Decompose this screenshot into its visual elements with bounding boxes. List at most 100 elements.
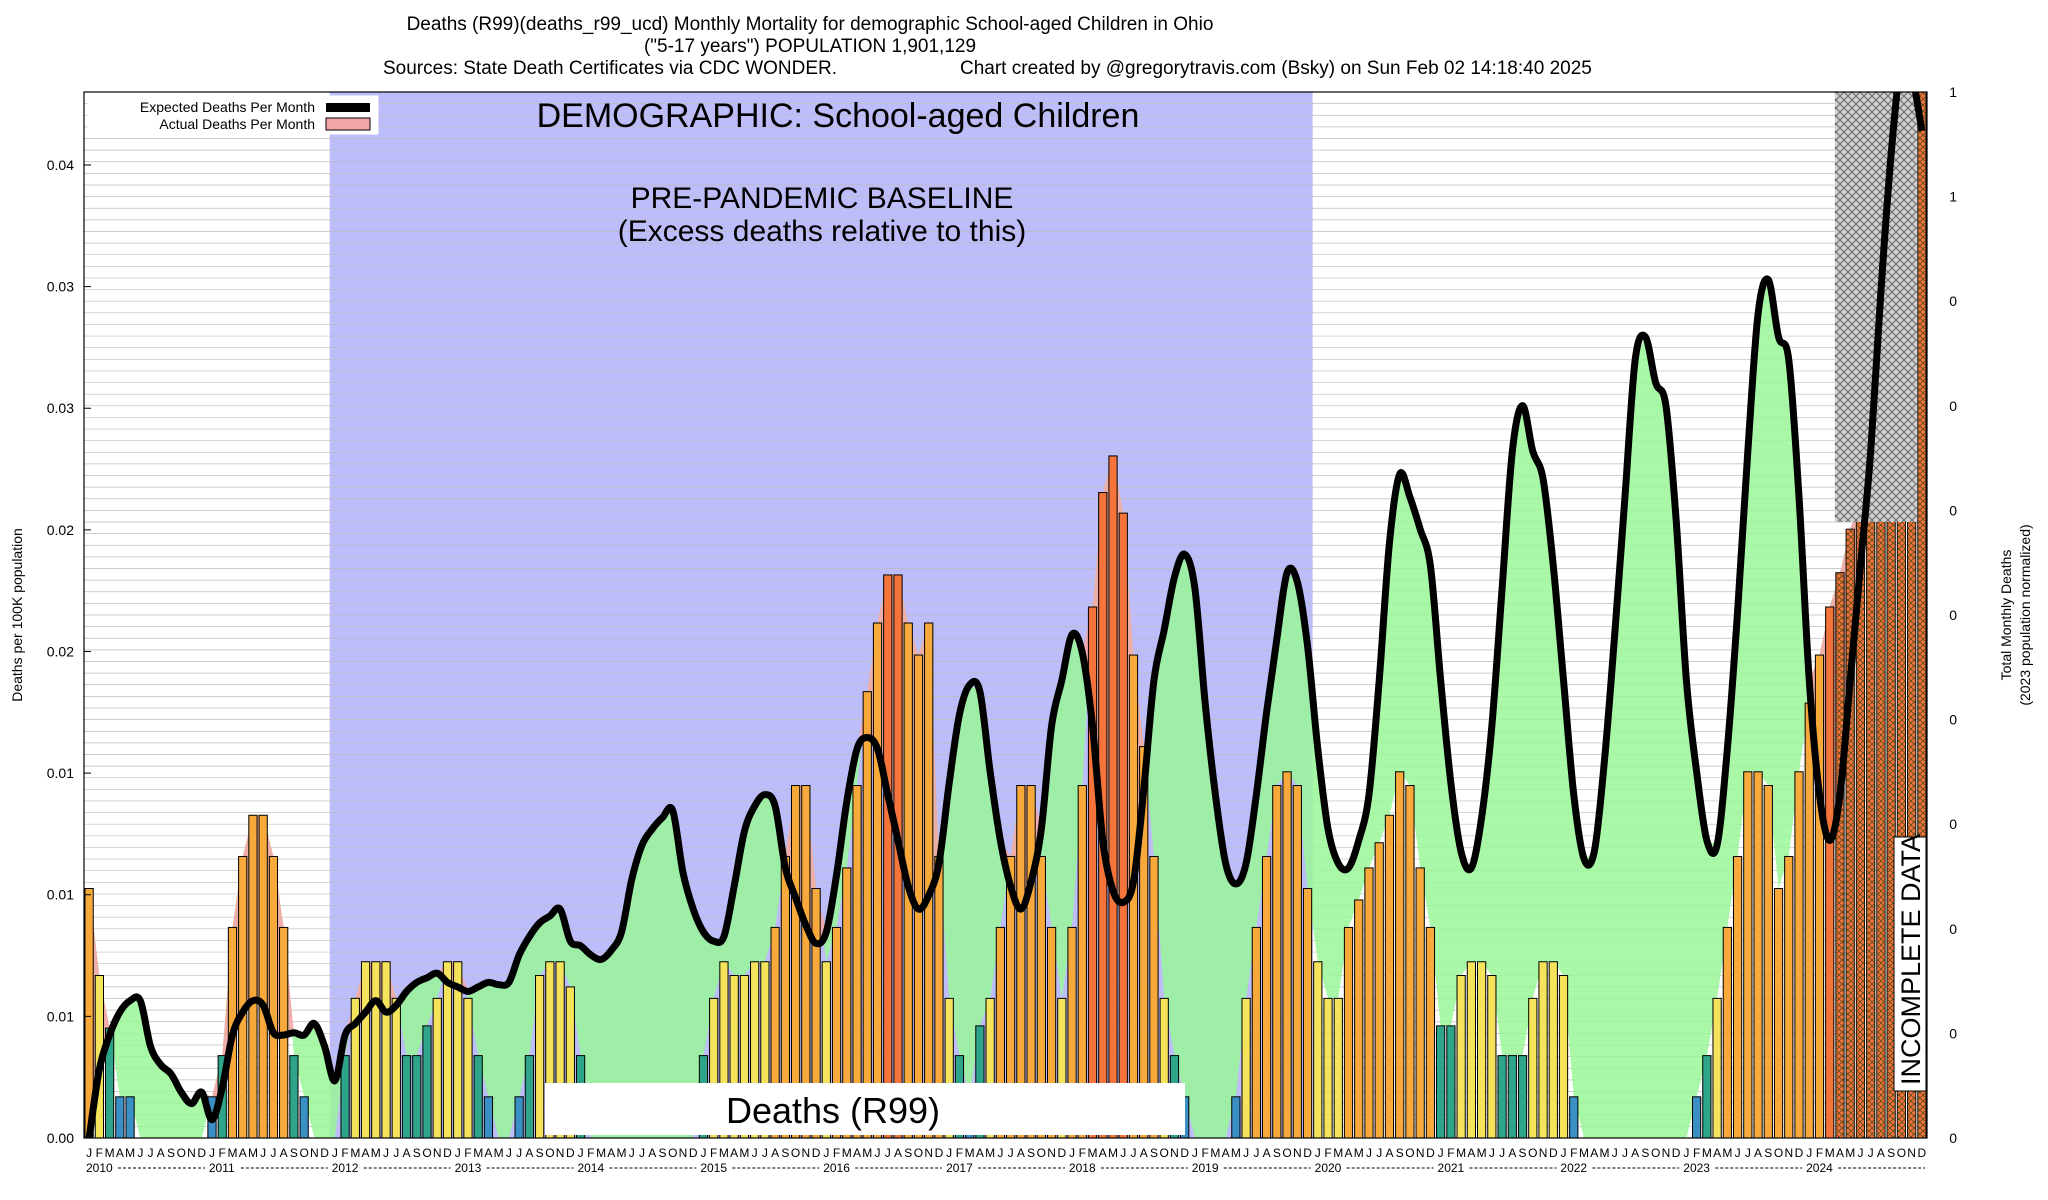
bar <box>1436 1025 1446 1138</box>
month-tick-label: J <box>1253 1146 1259 1160</box>
bar <box>1077 785 1087 1138</box>
month-tick-label: J <box>1735 1146 1741 1160</box>
month-tick-label: M <box>617 1146 627 1160</box>
bar <box>1497 1055 1507 1138</box>
year-tick-label: 2016 <box>823 1161 850 1175</box>
month-tick-label: M <box>1231 1146 1241 1160</box>
month-tick-label: F <box>587 1146 594 1160</box>
month-tick-label: F <box>1816 1146 1823 1160</box>
bar <box>463 997 473 1138</box>
month-tick-label: N <box>1293 1146 1302 1160</box>
month-tick-label: S <box>290 1146 298 1160</box>
bar-hatch <box>1876 355 1886 1138</box>
month-tick-label: S <box>781 1146 789 1160</box>
month-tick-label: M <box>985 1146 995 1160</box>
year-tick-label: 2013 <box>455 1161 482 1175</box>
y2-tick-label: 0 <box>1949 816 1957 832</box>
bar <box>1241 997 1251 1138</box>
month-tick-label: A <box>484 1146 492 1160</box>
month-tick-label: M <box>473 1146 483 1160</box>
bar <box>1057 997 1067 1138</box>
bar <box>1343 926 1354 1138</box>
bar <box>1395 771 1405 1138</box>
bar <box>1405 785 1415 1138</box>
expected-deaths-line <box>85 92 1926 1138</box>
baseline-label-line2: (Excess deaths relative to this) <box>618 215 1027 248</box>
month-tick-label: A <box>730 1146 738 1160</box>
month-tick-label: F <box>464 1146 471 1160</box>
bar <box>1517 1055 1528 1138</box>
month-tick-label: J <box>1192 1146 1198 1160</box>
month-tick-label: D <box>1672 1146 1681 1160</box>
month-tick-label: M <box>227 1146 237 1160</box>
legend-expected-swatch <box>326 103 370 112</box>
month-tick-label: J <box>1438 1146 1444 1160</box>
month-tick-label: J <box>752 1146 758 1160</box>
month-tick-label: M <box>1088 1146 1098 1160</box>
bar <box>1763 785 1773 1138</box>
bar <box>1569 1096 1579 1138</box>
bar <box>422 1025 432 1138</box>
bar <box>1364 867 1374 1138</box>
bar-hatch <box>1907 92 1916 1138</box>
bar <box>268 855 279 1138</box>
bar <box>391 997 401 1138</box>
year-tick-label: 2018 <box>1069 1161 1096 1175</box>
month-tick-label: N <box>1539 1146 1548 1160</box>
month-tick-label: F <box>219 1146 226 1160</box>
month-tick-label: A <box>607 1146 615 1160</box>
month-tick-label: D <box>689 1146 698 1160</box>
month-tick-label: O <box>791 1146 800 1160</box>
month-tick-label: O <box>1528 1146 1537 1160</box>
demographic-label: DEMOGRAPHIC: School-aged Children <box>537 97 1140 135</box>
month-tick-label: O <box>177 1146 186 1160</box>
bar <box>1016 785 1026 1138</box>
month-tick-label: A <box>1099 1146 1107 1160</box>
y-tick-label: 0.00 <box>47 1130 74 1146</box>
bar <box>770 926 780 1138</box>
month-tick-label: N <box>1907 1146 1916 1160</box>
bar <box>1446 1025 1456 1138</box>
month-tick-label: S <box>167 1146 175 1160</box>
bar <box>1773 888 1784 1138</box>
month-tick-label: M <box>1845 1146 1855 1160</box>
month-tick-label: J <box>148 1146 154 1160</box>
bar <box>1702 1055 1712 1138</box>
month-tick-label: J <box>506 1146 512 1160</box>
bar <box>985 997 995 1138</box>
month-tick-label: J <box>1120 1146 1126 1160</box>
year-tick-label: 2022 <box>1560 1161 1587 1175</box>
month-tick-label: A <box>976 1146 984 1160</box>
bar <box>1261 855 1272 1138</box>
month-tick-label: A <box>1263 1146 1271 1160</box>
month-tick-label: J <box>1489 1146 1495 1160</box>
bar <box>1272 785 1282 1138</box>
month-tick-label: A <box>157 1146 165 1160</box>
sources-text: Sources: State Death Certificates via CD… <box>383 58 838 79</box>
month-tick-label: N <box>679 1146 688 1160</box>
month-tick-label: A <box>894 1146 902 1160</box>
year-tick-label: 2011 <box>209 1161 235 1175</box>
month-tick-label: N <box>433 1146 442 1160</box>
cause-box-label: Deaths (R99) <box>726 1090 940 1131</box>
month-tick-label: A <box>1713 1146 1721 1160</box>
month-tick-label: D <box>812 1146 821 1160</box>
month-tick-label: A <box>116 1146 124 1160</box>
month-tick-label: S <box>1150 1146 1158 1160</box>
month-tick-label: S <box>413 1146 421 1160</box>
month-tick-label: S <box>1273 1146 1281 1160</box>
bar <box>1251 926 1261 1138</box>
month-tick-label: M <box>371 1146 381 1160</box>
y-tick-label: 0.01 <box>47 887 74 903</box>
month-tick-label: F <box>1447 1146 1454 1160</box>
bar <box>1006 855 1016 1138</box>
bar <box>1753 771 1763 1138</box>
bar <box>831 926 842 1138</box>
month-tick-label: D <box>197 1146 206 1160</box>
bar <box>842 867 852 1138</box>
bar <box>350 997 360 1138</box>
month-tick-label: A <box>1385 1146 1393 1160</box>
y-tick-label: 0.03 <box>47 279 74 295</box>
bar <box>1814 654 1825 1138</box>
month-tick-label: D <box>935 1146 944 1160</box>
